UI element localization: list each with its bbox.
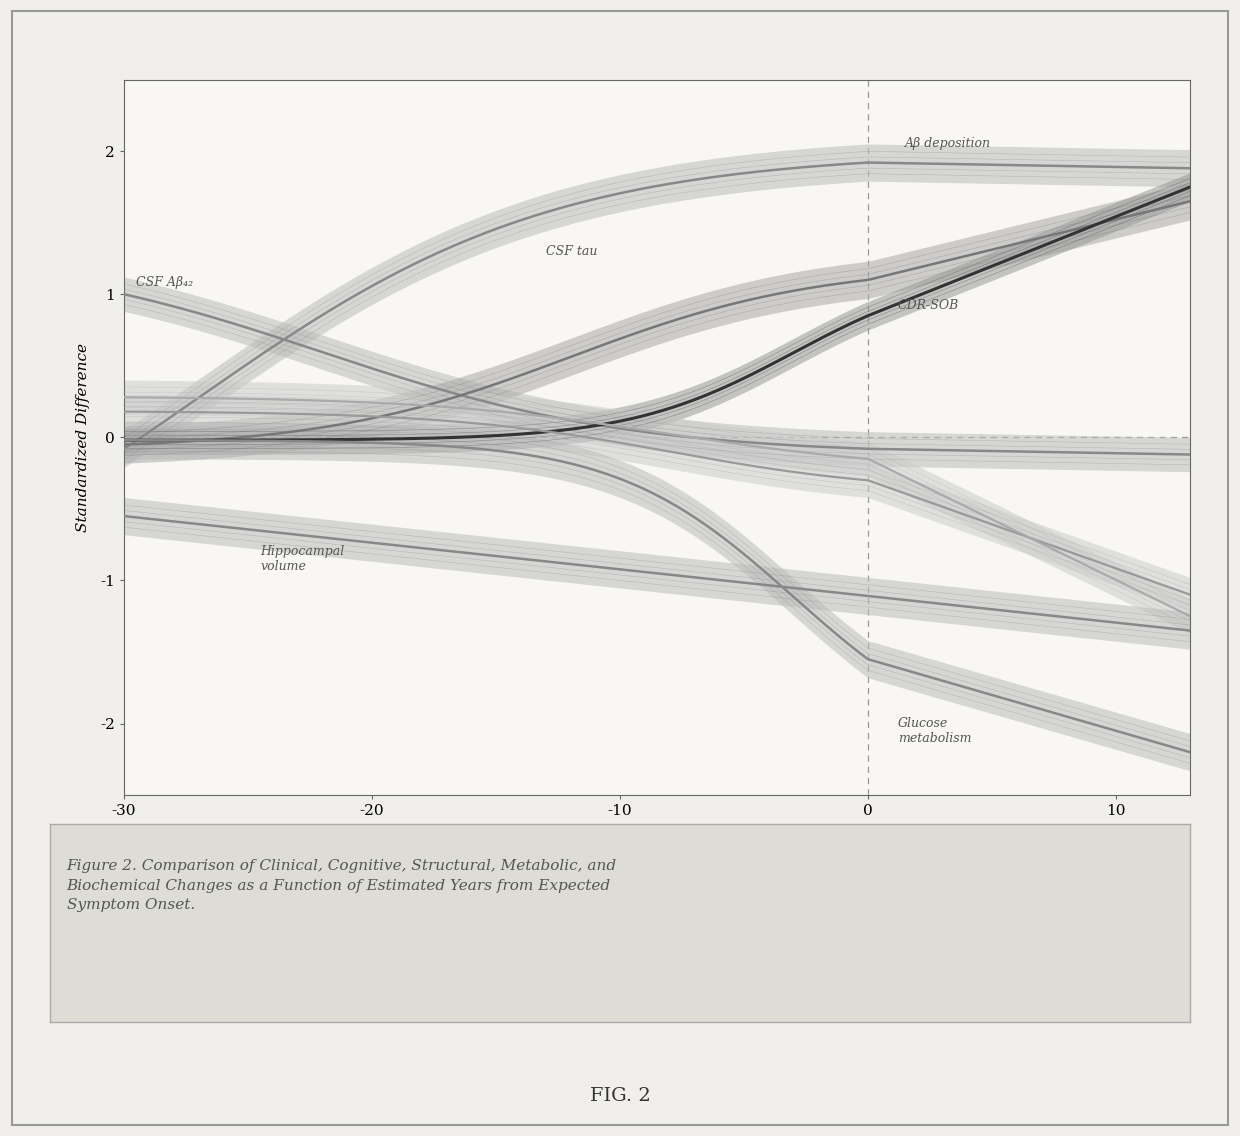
Text: Aβ deposition: Aβ deposition <box>905 137 991 150</box>
Text: CDR-SOB: CDR-SOB <box>898 299 959 312</box>
Y-axis label: Standardized Difference: Standardized Difference <box>77 343 91 532</box>
Text: Glucose
metabolism: Glucose metabolism <box>898 717 971 745</box>
Text: CSF Aβ₄₂: CSF Aβ₄₂ <box>136 276 193 290</box>
Text: FIG. 2: FIG. 2 <box>590 1087 650 1105</box>
Text: CSF tau: CSF tau <box>546 244 596 258</box>
Text: Hippocampal
volume: Hippocampal volume <box>260 545 345 573</box>
Text: Figure 2. Comparison of Clinical, Cognitive, Structural, Metabolic, and
Biochemi: Figure 2. Comparison of Clinical, Cognit… <box>67 859 616 912</box>
X-axis label: Estimated Yr from Expected Symptom Onset: Estimated Yr from Expected Symptom Onset <box>484 828 831 842</box>
